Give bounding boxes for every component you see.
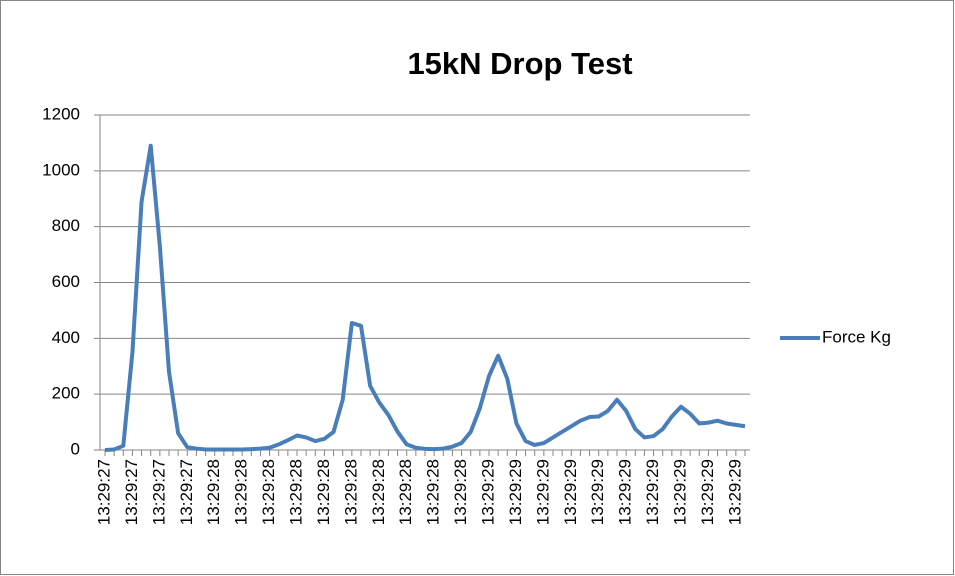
x-tick-label: 13:29:29 xyxy=(533,459,552,525)
x-tick-label: 13:29:28 xyxy=(259,459,278,525)
x-tick-label: 13:29:29 xyxy=(506,459,525,525)
x-tick-label: 13:29:28 xyxy=(204,459,223,525)
x-tick-label: 13:29:29 xyxy=(670,459,689,525)
y-tick-label: 0 xyxy=(71,439,80,458)
y-tick-label: 200 xyxy=(52,384,80,403)
data-line xyxy=(104,143,746,452)
x-tick-label: 13:29:27 xyxy=(94,459,113,525)
x-tick-label: 13:29:28 xyxy=(451,459,470,525)
x-tick-label: 13:29:29 xyxy=(561,459,580,525)
y-tick-label: 600 xyxy=(52,272,80,291)
x-tick-label: 13:29:28 xyxy=(424,459,443,525)
y-tick-label: 400 xyxy=(52,328,80,347)
x-tick-label: 13:29:29 xyxy=(616,459,635,525)
x-tick-label: 13:29:29 xyxy=(588,459,607,525)
x-tick-label: 13:29:27 xyxy=(177,459,196,525)
x-tick-label: 13:29:28 xyxy=(314,459,333,525)
y-tick-label: 1000 xyxy=(42,160,80,179)
y-tick-label: 800 xyxy=(52,216,80,235)
x-tick-label: 13:29:29 xyxy=(478,459,497,525)
chart-title: 15kN Drop Test xyxy=(407,46,632,81)
legend-label: Force Kg xyxy=(822,327,891,346)
x-tick-label: 13:29:28 xyxy=(369,459,388,525)
x-tick-label: 13:29:27 xyxy=(149,459,168,525)
x-tick-label: 13:29:28 xyxy=(232,459,251,525)
x-tick-label: 13:29:29 xyxy=(725,459,744,525)
x-tick-label: 13:29:27 xyxy=(122,459,141,525)
x-tick-label: 13:29:29 xyxy=(643,459,662,525)
x-tick-label: 13:29:29 xyxy=(698,459,717,525)
x-tick-label: 13:29:28 xyxy=(286,459,305,525)
x-tick-label: 13:29:28 xyxy=(396,459,415,525)
y-tick-label: 1200 xyxy=(42,104,80,123)
x-tick-label: 13:29:28 xyxy=(341,459,360,525)
